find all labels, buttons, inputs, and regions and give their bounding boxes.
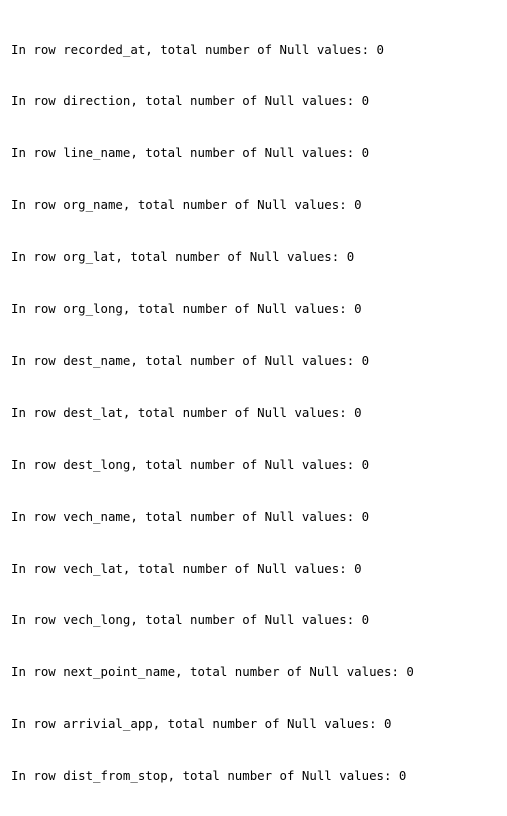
output-line: In row arrivial_app, total number of Nul… [11, 716, 392, 732]
output-line: In row org_long, total number of Null va… [11, 301, 362, 317]
output-line: In row vech_lat, total number of Null va… [11, 560, 362, 576]
output-line: In row dest_lat, total number of Null va… [11, 404, 362, 420]
output-line: In row next_point_name, total number of … [11, 664, 414, 680]
output-line: In row dest_name, total number of Null v… [11, 352, 370, 368]
output-line: In row vech_long, total number of Null v… [11, 612, 370, 628]
output-line: In row recorded_at, total number of Null… [11, 41, 384, 57]
output-line: In row org_lat, total number of Null val… [11, 249, 355, 265]
output-line: In row direction, total number of Null v… [11, 93, 370, 109]
output-line: In row dist_from_stop, total number of N… [11, 768, 407, 784]
output-line: In row dest_long, total number of Null v… [11, 456, 370, 472]
output-line: In row vech_name, total number of Null v… [11, 508, 370, 524]
output-line: In row line_name, total number of Null v… [11, 145, 370, 161]
output-line: In row org_name, total number of Null va… [11, 197, 362, 213]
